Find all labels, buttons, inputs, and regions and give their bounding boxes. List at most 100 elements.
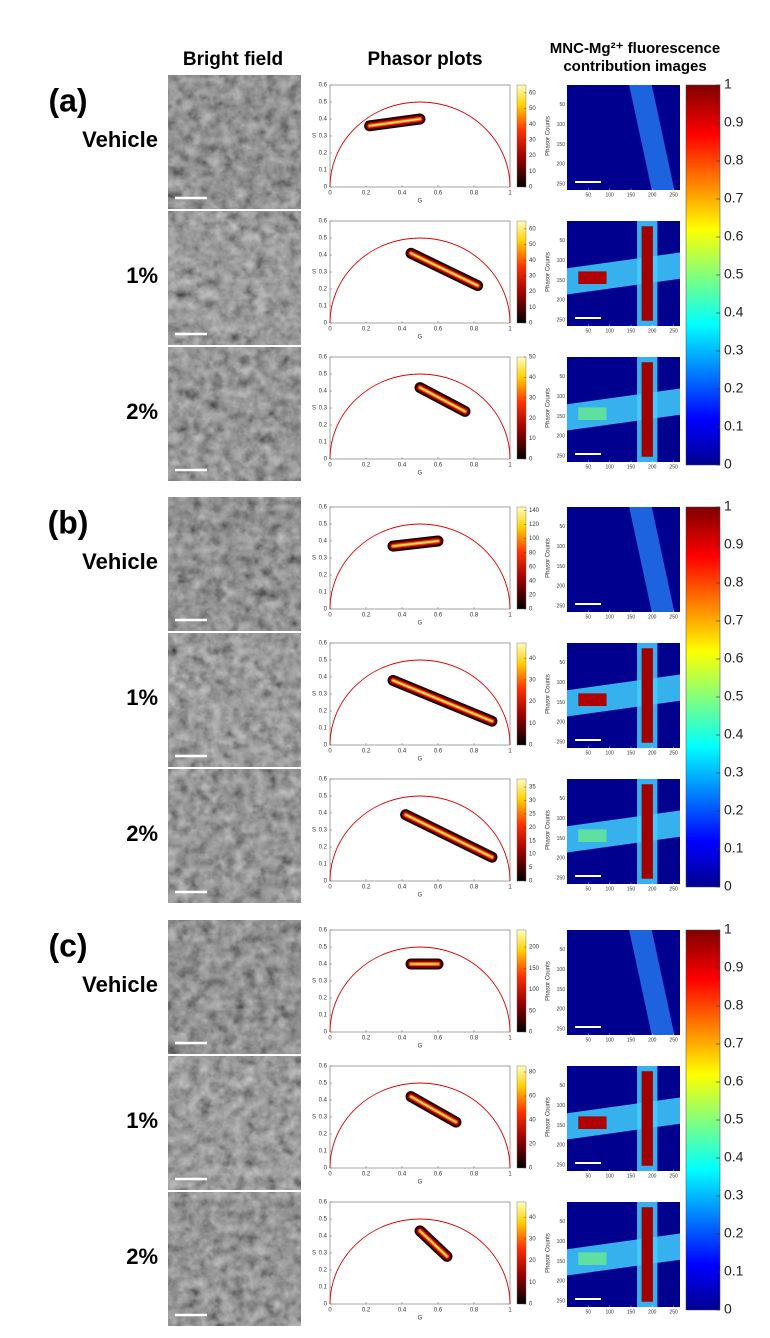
image-x-tick-label: 100 [605, 328, 614, 334]
image-y-tick-label: 50 [559, 1219, 565, 1225]
y-axis-label: S [312, 979, 316, 985]
x-tick-label: 0.8 [470, 613, 479, 619]
y-tick-label: 0.3 [319, 406, 328, 412]
y-tick-label: 0 [324, 1302, 328, 1308]
y-tick-label: 0.2 [319, 287, 328, 293]
x-tick-label: 0.4 [398, 749, 407, 755]
counts-tick-label: 120 [529, 522, 540, 528]
x-tick-label: 0.6 [434, 1172, 443, 1178]
y-axis-label: S [312, 1251, 316, 1257]
x-tick-label: 1 [508, 327, 512, 333]
colorbar-tick-label: 0.1 [724, 840, 744, 856]
contribution-content [567, 1202, 680, 1307]
colorbar [685, 506, 721, 888]
image-y-tick-label: 100 [557, 680, 566, 686]
image-x-tick-label: 50 [586, 1173, 592, 1179]
image-y-tick-label: 100 [557, 544, 566, 550]
colorbar-tick-label: 0.5 [724, 688, 744, 704]
counts-tick-label: 50 [529, 106, 536, 112]
x-tick-label: 0.4 [398, 1036, 407, 1042]
image-y-tick-label: 200 [557, 162, 566, 168]
y-tick-label: 0.6 [319, 1200, 328, 1206]
x-tick-label: 0.6 [434, 885, 443, 891]
image-y-tick-label: 50 [559, 947, 565, 953]
image-x-tick-label: 150 [627, 1309, 636, 1315]
y-tick-label: 0.1 [319, 440, 328, 446]
y-tick-label: 0 [324, 1030, 328, 1036]
universal-circle [329, 523, 511, 610]
x-tick-label: 0.6 [434, 749, 443, 755]
image-y-tick-label: 150 [557, 1123, 566, 1129]
y-tick-label: 0 [324, 879, 328, 885]
y-tick-label: 0.4 [319, 539, 328, 545]
x-axis-label: G [418, 471, 423, 477]
image-x-tick-label: 100 [605, 1037, 614, 1043]
universal-circle [329, 101, 511, 188]
column-header: Bright field [183, 49, 283, 70]
image-x-tick-label: 250 [669, 328, 678, 334]
image-y-tick-label: 150 [557, 564, 566, 570]
y-tick-label: 0.3 [319, 828, 328, 834]
x-tick-label: 0 [328, 749, 332, 755]
y-tick-label: 0.4 [319, 389, 328, 395]
counts-tick-label: 40 [529, 122, 536, 128]
y-tick-label: 0.3 [319, 1115, 328, 1121]
counts-tick-label: 10 [529, 436, 536, 442]
image-x-tick-label: 200 [648, 1173, 657, 1179]
x-tick-label: 0.8 [470, 327, 479, 333]
y-axis-label: S [312, 556, 316, 562]
y-tick-label: 0.2 [319, 845, 328, 851]
image-x-tick-label: 200 [648, 192, 657, 198]
counts-tick-label: 100 [529, 536, 540, 542]
counts-tick-label: 40 [529, 578, 536, 584]
x-tick-label: 0.8 [470, 463, 479, 469]
colorbar-tick-label: 0.7 [724, 190, 744, 206]
plot-frame [329, 778, 511, 882]
colorbar-tick-label: 0 [724, 878, 732, 894]
x-tick-label: 0 [328, 1036, 332, 1042]
image-x-tick-label: 50 [586, 1309, 592, 1315]
y-tick-label: 0.6 [319, 355, 328, 361]
universal-circle [329, 237, 511, 324]
colorbar-tick-label: 0.1 [724, 1263, 744, 1279]
counts-tick-label: 50 [529, 355, 536, 361]
counts-tick-label: 60 [529, 1094, 536, 1100]
contribution-content [629, 85, 675, 190]
panel-label: (c) [48, 927, 87, 963]
image-y-tick-label: 150 [557, 414, 566, 420]
y-tick-label: 0.2 [319, 1132, 328, 1138]
colorbar-tick-label: 0.9 [724, 536, 744, 552]
contribution-content [567, 221, 680, 326]
colorbar-tick-label: 0.5 [724, 1111, 744, 1127]
phasor-cluster [368, 118, 421, 127]
y-tick-label: 0.3 [319, 692, 328, 698]
panel-label: (b) [48, 504, 89, 540]
signal-core [578, 1116, 607, 1129]
image-y-tick-label: 100 [557, 122, 566, 128]
bright-field-shade [168, 769, 301, 903]
image-x-tick-label: 250 [669, 1309, 678, 1315]
y-tick-label: 0.3 [319, 556, 328, 562]
x-axis-label: G [418, 621, 423, 627]
counts-label: Phasor Counts [546, 252, 552, 292]
image-x-tick-label: 250 [669, 464, 678, 470]
counts-tick-label: 40 [529, 1118, 536, 1124]
y-tick-label: 0.2 [319, 151, 328, 157]
counts-tick-label: 20 [529, 416, 536, 422]
y-tick-label: 0.5 [319, 1081, 328, 1087]
counts-tick-label: 40 [529, 1215, 536, 1221]
image-y-tick-label: 50 [559, 660, 565, 666]
y-axis-label: S [312, 828, 316, 834]
image-y-tick-label: 100 [557, 1239, 566, 1245]
y-tick-label: 0 [324, 743, 328, 749]
y-tick-label: 0.6 [319, 219, 328, 225]
plot-frame [329, 356, 511, 460]
colorbar-tick-label: 1 [724, 498, 732, 514]
bright-field-image [168, 920, 301, 1054]
y-tick-label: 0.5 [319, 372, 328, 378]
x-tick-label: 0.2 [362, 191, 371, 197]
counts-label: Phasor Counts [546, 810, 552, 850]
y-tick-label: 0.4 [319, 811, 328, 817]
counts-tick-label: 30 [529, 798, 536, 804]
